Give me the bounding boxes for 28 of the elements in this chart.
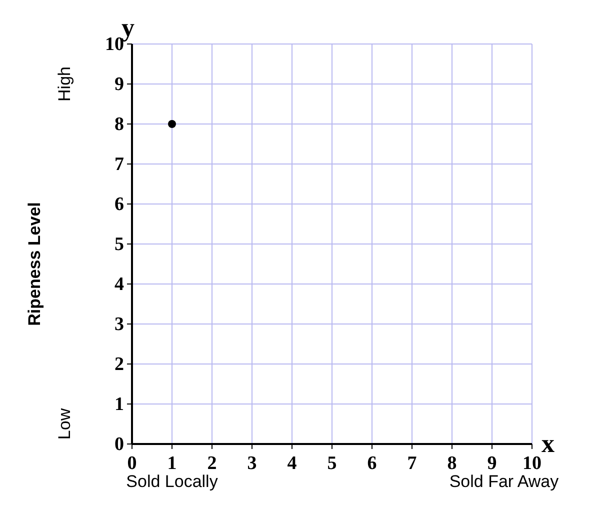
x-tick-label: 9 <box>487 453 497 474</box>
x-tick-label: 5 <box>327 453 337 474</box>
y-tick-label: 5 <box>114 234 124 255</box>
y-tick-label: 10 <box>105 34 124 55</box>
y-tick-label: 6 <box>114 194 124 215</box>
x-tick-label: 7 <box>407 453 418 474</box>
text: Sold Locally <box>126 472 218 491</box>
x-tick-label: 8 <box>447 453 457 474</box>
y-tick-label: 1 <box>114 394 124 415</box>
y-tick-label: 7 <box>114 154 124 175</box>
x-tick-label: 2 <box>207 453 217 474</box>
y-axis-title: Ripeness Level <box>25 202 44 326</box>
x-tick-label: 3 <box>247 453 257 474</box>
text: Sold Far Away <box>449 472 560 491</box>
x-tick-label: 6 <box>367 453 377 474</box>
text: y <box>122 13 134 42</box>
x-tick-label: 10 <box>522 453 542 474</box>
x-tick-label: 4 <box>287 453 298 474</box>
text: High <box>55 66 74 102</box>
y-tick-label: 3 <box>114 314 124 335</box>
y-tick-label: 0 <box>114 434 124 455</box>
y-tick-label: 2 <box>114 354 124 375</box>
y-tick-label: 8 <box>114 114 124 135</box>
y-tick-label: 4 <box>114 274 124 295</box>
x-axis-title: x <box>542 429 554 458</box>
text: Low <box>55 408 74 440</box>
x-tick-label: 1 <box>167 453 177 474</box>
y-tick-label: 9 <box>114 74 124 95</box>
